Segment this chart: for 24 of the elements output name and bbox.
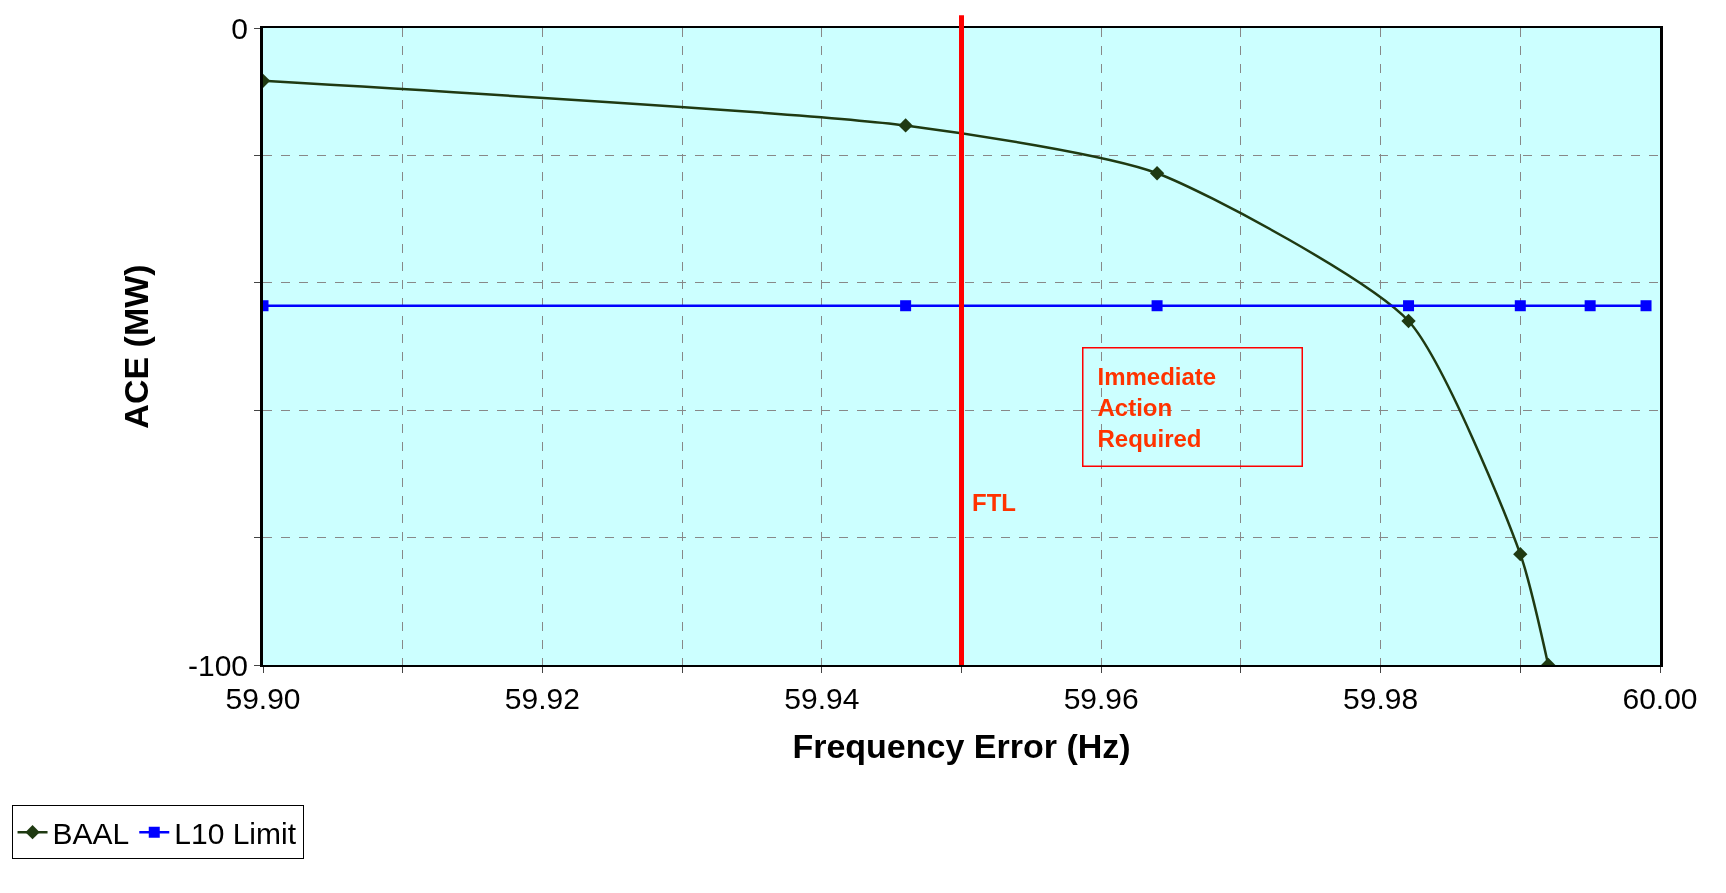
x-tick-label: 59.90 bbox=[225, 682, 301, 715]
y-tick-label: -100 bbox=[187, 648, 248, 682]
x-tick-label: 59.94 bbox=[784, 682, 860, 715]
x-axis-title: Frequency Error (Hz) bbox=[792, 726, 1131, 765]
point bbox=[1514, 300, 1526, 312]
y-tick-label: 0 bbox=[231, 11, 248, 45]
point bbox=[1401, 313, 1416, 329]
point bbox=[1403, 300, 1415, 312]
x-tick-label: 59.98 bbox=[1343, 682, 1419, 715]
x-tick-label: 60.00 bbox=[1622, 682, 1698, 715]
y-axis-title: ACE (MW) bbox=[116, 264, 155, 429]
point bbox=[1584, 300, 1596, 312]
point bbox=[900, 300, 912, 312]
point bbox=[898, 118, 913, 133]
legend-label: BAAL bbox=[52, 816, 130, 850]
point bbox=[1151, 300, 1163, 312]
point bbox=[1149, 166, 1165, 181]
ref-line-label: FTL bbox=[972, 489, 1016, 516]
annotation: Immediate Action Required bbox=[1097, 362, 1217, 452]
point bbox=[1513, 547, 1528, 562]
x-tick-label: 59.92 bbox=[504, 682, 580, 715]
legend-label: L10 Limit bbox=[174, 816, 297, 850]
point bbox=[1640, 300, 1652, 312]
x-tick-label: 59.96 bbox=[1063, 682, 1139, 715]
